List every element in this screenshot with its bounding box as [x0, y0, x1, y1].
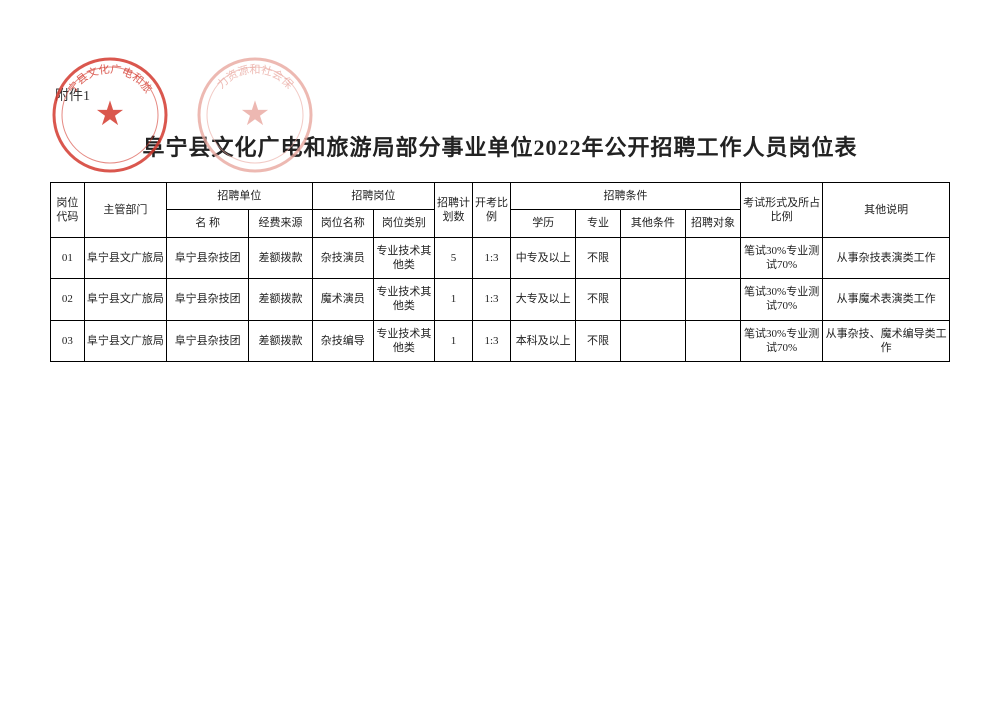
page: 附件1 ★ 宁县文化广电和旅 ★ 力资源和社会保 阜宁县文化广电和旅游局部分事业… [0, 0, 1000, 704]
cell-ratio: 1:3 [473, 320, 511, 362]
jobs-table: 岗位代码 主管部门 招聘单位 招聘岗位 招聘计划数 开考比例 招聘条件 考试形式… [50, 182, 950, 362]
cell-remark: 从事杂技表演类工作 [823, 237, 950, 279]
cell-dept: 阜宁县文广旅局 [84, 237, 166, 279]
cell-unit_fund: 差额拨款 [249, 320, 312, 362]
th-post-group: 招聘岗位 [312, 183, 434, 210]
cell-post_type: 专业技术其他类 [373, 237, 434, 279]
cell-target [686, 320, 741, 362]
svg-text:力资源和社会保: 力资源和社会保 [214, 62, 296, 91]
cell-major: 不限 [576, 320, 620, 362]
svg-text:★: ★ [95, 96, 125, 133]
cell-unit_name: 阜宁县杂技团 [167, 320, 249, 362]
cell-code: 03 [51, 320, 85, 362]
cell-code: 01 [51, 237, 85, 279]
cell-remark: 从事杂技、魔术编导类工作 [823, 320, 950, 362]
cell-post_name: 魔术演员 [312, 279, 373, 321]
th-ratio: 开考比例 [473, 183, 511, 238]
th-post-type: 岗位类别 [373, 210, 434, 237]
table-header-row: 岗位代码 主管部门 招聘单位 招聘岗位 招聘计划数 开考比例 招聘条件 考试形式… [51, 183, 950, 210]
cell-ratio: 1:3 [473, 237, 511, 279]
th-plan: 招聘计划数 [435, 183, 473, 238]
cell-major: 不限 [576, 279, 620, 321]
th-unit-fund: 经费来源 [249, 210, 312, 237]
table-row: 01阜宁县文广旅局阜宁县杂技团差额拨款杂技演员专业技术其他类51:3中专及以上不… [51, 237, 950, 279]
th-code: 岗位代码 [51, 183, 85, 238]
cell-code: 02 [51, 279, 85, 321]
th-exam: 考试形式及所占比例 [740, 183, 822, 238]
table-row: 02阜宁县文广旅局阜宁县杂技团差额拨款魔术演员专业技术其他类11:3大专及以上不… [51, 279, 950, 321]
cell-post_type: 专业技术其他类 [373, 320, 434, 362]
cell-unit_fund: 差额拨款 [249, 279, 312, 321]
cell-other [620, 237, 685, 279]
cell-dept: 阜宁县文广旅局 [84, 320, 166, 362]
cell-post_name: 杂技演员 [312, 237, 373, 279]
cell-exam: 笔试30%专业测试70% [740, 320, 822, 362]
cell-plan: 1 [435, 279, 473, 321]
th-cond-edu: 学历 [510, 210, 575, 237]
cell-edu: 中专及以上 [510, 237, 575, 279]
cell-remark: 从事魔术表演类工作 [823, 279, 950, 321]
cell-post_name: 杂技编导 [312, 320, 373, 362]
table-row: 03阜宁县文广旅局阜宁县杂技团差额拨款杂技编导专业技术其他类11:3本科及以上不… [51, 320, 950, 362]
svg-text:★: ★ [240, 96, 270, 133]
th-unit-name: 名 称 [167, 210, 249, 237]
th-dept: 主管部门 [84, 183, 166, 238]
page-title: 阜宁县文化广电和旅游局部分事业单位2022年公开招聘工作人员岗位表 [50, 130, 950, 162]
cell-plan: 5 [435, 237, 473, 279]
cell-unit_name: 阜宁县杂技团 [167, 237, 249, 279]
th-post-name: 岗位名称 [312, 210, 373, 237]
cell-dept: 阜宁县文广旅局 [84, 279, 166, 321]
th-cond-target: 招聘对象 [686, 210, 741, 237]
th-unit-group: 招聘单位 [167, 183, 313, 210]
cell-other [620, 279, 685, 321]
cell-ratio: 1:3 [473, 279, 511, 321]
cell-other [620, 320, 685, 362]
cell-plan: 1 [435, 320, 473, 362]
th-remark: 其他说明 [823, 183, 950, 238]
cell-target [686, 237, 741, 279]
th-cond-other: 其他条件 [620, 210, 685, 237]
cell-edu: 本科及以上 [510, 320, 575, 362]
attachment-label: 附件1 [55, 85, 90, 105]
cell-major: 不限 [576, 237, 620, 279]
th-cond-major: 专业 [576, 210, 620, 237]
table-body: 01阜宁县文广旅局阜宁县杂技团差额拨款杂技演员专业技术其他类51:3中专及以上不… [51, 237, 950, 362]
th-cond-group: 招聘条件 [510, 183, 740, 210]
cell-target [686, 279, 741, 321]
cell-edu: 大专及以上 [510, 279, 575, 321]
cell-unit_fund: 差额拨款 [249, 237, 312, 279]
cell-exam: 笔试30%专业测试70% [740, 279, 822, 321]
cell-unit_name: 阜宁县杂技团 [167, 279, 249, 321]
cell-post_type: 专业技术其他类 [373, 279, 434, 321]
cell-exam: 笔试30%专业测试70% [740, 237, 822, 279]
